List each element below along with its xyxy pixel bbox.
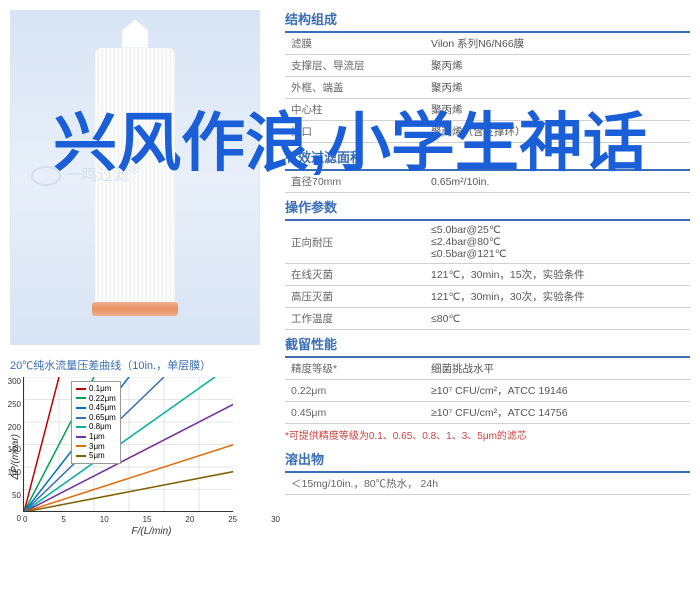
legend-item: 5μm — [76, 451, 116, 461]
watermark-text: 一鸣过滤 — [65, 167, 129, 184]
chart-title: 20℃纯水流量压差曲线（10in.，单层膜） — [10, 357, 280, 373]
legend-item: 0.1μm — [76, 384, 116, 394]
chart-container: ΔP/(mbar) 050100150200250300 0.1μm0.22μm… — [10, 377, 280, 537]
spec-value: ≤5.0bar@25℃≤2.4bar@80℃≤0.5bar@121℃ — [425, 221, 690, 264]
table-row: 工作温度≤80℃ — [285, 308, 690, 330]
table-structure: 滤膜Vilon 系列N6/N66膜支撑层、导流层聚丙烯外框、端盖聚丙烯中心柱聚丙… — [285, 33, 690, 143]
spec-key: 精度等级* — [285, 358, 425, 380]
table-row: 直径70mm0.65m²/10in. — [285, 171, 690, 193]
spec-value: 聚丙烯（含支撑环） — [425, 121, 690, 143]
filter-top-cap — [122, 20, 148, 48]
chart-xlabel: F/(L/min) — [23, 526, 280, 537]
legend-item: 3μm — [76, 442, 116, 452]
table-row: 接口聚丙烯（含支撑环） — [285, 121, 690, 143]
table-row: 高压灭菌121℃，30min，30次，实验条件 — [285, 286, 690, 308]
retention-note: *可提供精度等级为0.1、0.65、0.8、1、3、5μm的滤芯 — [285, 424, 690, 445]
table-row: 正向耐压≤5.0bar@25℃≤2.4bar@80℃≤0.5bar@121℃ — [285, 221, 690, 264]
table-row: 在线灭菌121℃，30min，15次，实验条件 — [285, 264, 690, 286]
spec-key: 滤膜 — [285, 33, 425, 55]
spec-key: 直径70mm — [285, 171, 425, 193]
legend-item: 0.65μm — [76, 413, 116, 423]
table-row: 0.22μm≥10⁷ CFU/cm²，ATCC 19146 — [285, 380, 690, 402]
spec-value: ≥10⁷ CFU/cm²，ATCC 14756 — [425, 402, 690, 424]
spec-value: 聚丙烯 — [425, 55, 690, 77]
filter-bottom-ring — [92, 302, 178, 316]
spec-value: 聚丙烯 — [425, 99, 690, 121]
legend-item: 1μm — [76, 432, 116, 442]
chart-svg — [23, 377, 233, 512]
table-row: 支撑层、导流层聚丙烯 — [285, 55, 690, 77]
chart-legend: 0.1μm0.22μm0.45μm0.65μm0.8μm1μm3μm5μm — [71, 381, 121, 464]
legend-item: 0.22μm — [76, 394, 116, 404]
table-extractables: ＜15mg/10in.，80℃热水， 24h — [285, 473, 690, 495]
section-title-retention: 截留性能 — [285, 330, 690, 358]
spec-key: 正向耐压 — [285, 221, 425, 264]
left-column: 一鸣过滤® 20℃纯水流量压差曲线（10in.，单层膜） ΔP/(mbar) 0… — [0, 0, 280, 600]
table-row: 滤膜Vilon 系列N6/N66膜 — [285, 33, 690, 55]
page-container: 一鸣过滤® 20℃纯水流量压差曲线（10in.，单层膜） ΔP/(mbar) 0… — [0, 0, 700, 600]
legend-item: 0.45μm — [76, 403, 116, 413]
table-row: 精度等级*细菌挑战水平 — [285, 358, 690, 380]
table-area: 直径70mm0.65m²/10in. — [285, 171, 690, 193]
right-column: 结构组成 滤膜Vilon 系列N6/N66膜支撑层、导流层聚丙烯外框、端盖聚丙烯… — [280, 0, 700, 600]
spec-key: 中心柱 — [285, 99, 425, 121]
spec-key: 支撑层、导流层 — [285, 55, 425, 77]
spec-key: 接口 — [285, 121, 425, 143]
section-title-area: 有效过滤面积 — [285, 143, 690, 171]
table-row: ＜15mg/10in.，80℃热水， 24h — [285, 473, 690, 495]
spec-value: ≥10⁷ CFU/cm²，ATCC 19146 — [425, 380, 690, 402]
product-image: 一鸣过滤® — [10, 10, 260, 345]
spec-key: ＜15mg/10in.，80℃热水， 24h — [285, 473, 690, 495]
spec-value: Vilon 系列N6/N66膜 — [425, 33, 690, 55]
section-title-structure: 结构组成 — [285, 5, 690, 33]
table-row: 0.45μm≥10⁷ CFU/cm²，ATCC 14756 — [285, 402, 690, 424]
table-retention: 精度等级*细菌挑战水平0.22μm≥10⁷ CFU/cm²，ATCC 19146… — [285, 358, 690, 424]
spec-value: 0.65m²/10in. — [425, 171, 690, 193]
watermark-logo-icon — [31, 166, 61, 186]
spec-key: 工作温度 — [285, 308, 425, 330]
spec-value: 聚丙烯 — [425, 77, 690, 99]
legend-item: 0.8μm — [76, 422, 116, 432]
spec-value: 细菌挑战水平 — [425, 358, 690, 380]
watermark: 一鸣过滤® — [31, 161, 139, 186]
spec-key: 外框、端盖 — [285, 77, 425, 99]
table-row: 外框、端盖聚丙烯 — [285, 77, 690, 99]
spec-key: 在线灭菌 — [285, 264, 425, 286]
chart-plot-area: 050100150200250300 0.1μm0.22μm0.45μm0.65… — [23, 377, 280, 537]
spec-key: 0.45μm — [285, 402, 425, 424]
table-params: 正向耐压≤5.0bar@25℃≤2.4bar@80℃≤0.5bar@121℃在线… — [285, 221, 690, 330]
spec-value: 121℃，30min，15次，实验条件 — [425, 264, 690, 286]
section-title-extractables: 溶出物 — [285, 445, 690, 473]
spec-key: 高压灭菌 — [285, 286, 425, 308]
table-row: 中心柱聚丙烯 — [285, 99, 690, 121]
spec-key: 0.22μm — [285, 380, 425, 402]
section-title-params: 操作参数 — [285, 193, 690, 221]
spec-value: 121℃，30min，30次，实验条件 — [425, 286, 690, 308]
spec-value: ≤80℃ — [425, 308, 690, 330]
